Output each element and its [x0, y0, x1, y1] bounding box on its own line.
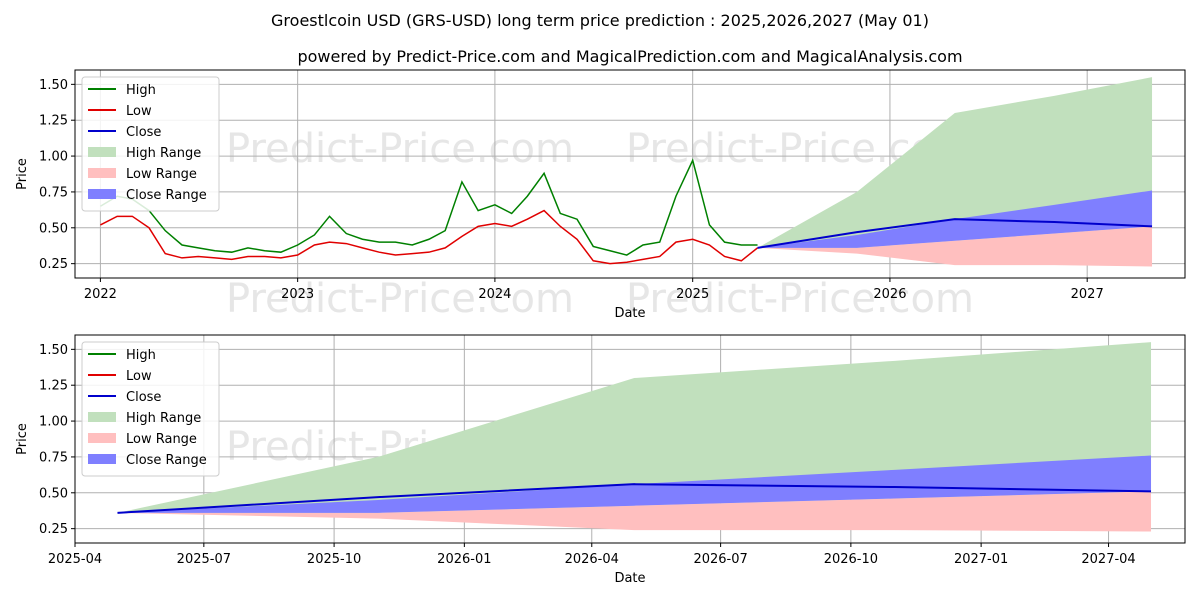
x-tick-label: 2026-04 [565, 552, 619, 567]
bottom-y-axis-label: Price [15, 423, 30, 455]
x-tick-label: 2027 [1071, 287, 1104, 302]
watermark: Predict-Price.com [626, 276, 974, 322]
legend-label: Low [126, 104, 152, 119]
top-ticks: 0.25 0.50 0.75 1.00 1.25 1.50 2022 2023 2024 2025… [39, 78, 1104, 302]
low-range-band [117, 491, 1152, 532]
top-y-axis-label: Price [15, 158, 30, 190]
legend-label: High Range [126, 411, 201, 426]
legend-label: Close Range [126, 453, 207, 468]
y-tick-label: 0.50 [39, 486, 68, 501]
watermark: Predict-Price.com [226, 276, 574, 322]
legend-label: Low Range [126, 167, 197, 182]
legend-label: High [126, 83, 156, 98]
y-tick-label: 0.75 [39, 185, 68, 200]
legend-label: High Range [126, 146, 201, 161]
legend-label: Close Range [126, 188, 207, 203]
low-series-line [100, 209, 759, 265]
top-x-axis-label: Date [614, 306, 645, 321]
x-tick-label: 2025-07 [177, 552, 231, 567]
bottom-x-axis-label: Date [614, 571, 645, 586]
y-tick-label: 1.00 [39, 150, 68, 165]
x-tick-label: 2025 [676, 287, 709, 302]
chart-title: Groestlcoin USD (GRS-USD) long term pric… [271, 11, 929, 30]
x-tick-label: 2025-04 [48, 552, 102, 567]
chart-subtitle: powered by Predict-Price.com and Magical… [297, 47, 962, 66]
watermark: Predict-Price.com [226, 126, 574, 172]
legend-label: Low [126, 369, 152, 384]
top-panel: Predict-Price.com Predict-Price.com Pred… [15, 69, 1186, 322]
x-tick-label: 2026-07 [693, 552, 747, 567]
top-axes-frame [74, 69, 1186, 279]
y-tick-label: 0.25 [39, 522, 68, 537]
legend-label: Low Range [126, 432, 197, 447]
close-prediction-line [757, 218, 1153, 249]
legend-patch-swatch [88, 454, 116, 464]
legend-box [81, 76, 220, 212]
x-tick-label: 2027-04 [1081, 552, 1135, 567]
low-range-band [757, 226, 1153, 267]
legend-patch-swatch [88, 189, 116, 199]
legend-patch-swatch [88, 412, 116, 422]
x-tick-label: 2026-10 [824, 552, 878, 567]
top-watermarks: Predict-Price.com Predict-Price.com Pred… [226, 126, 974, 322]
y-tick-label: 1.25 [39, 379, 68, 394]
y-tick-label: 1.25 [39, 114, 68, 129]
y-tick-label: 1.50 [39, 78, 68, 93]
x-tick-label: 2026 [873, 287, 906, 302]
legend-label: Close [126, 125, 161, 140]
legend-patch-swatch [88, 147, 116, 157]
x-tick-label: 2023 [281, 287, 314, 302]
bottom-panel: Predict-Price.com Predict-Price.com 0.25… [15, 334, 1186, 586]
close-prediction-line [117, 483, 1152, 514]
bottom-series [117, 342, 1152, 532]
y-tick-label: 1.00 [39, 415, 68, 430]
top-series [100, 77, 1153, 267]
x-tick-label: 2025-10 [307, 552, 361, 567]
legend-label: Close [126, 390, 161, 405]
bottom-axes-frame [74, 334, 1186, 544]
x-tick-label: 2026-01 [437, 552, 491, 567]
y-tick-label: 0.50 [39, 221, 68, 236]
x-tick-label: 2024 [478, 287, 511, 302]
y-tick-label: 0.25 [39, 257, 68, 272]
legend-patch-swatch [88, 433, 116, 443]
bottom-ticks: 0.25 0.50 0.75 1.00 1.25 1.50 2025-04 2025-07 20… [39, 343, 1136, 567]
legend-label: High [126, 348, 156, 363]
high-series-line [100, 158, 758, 256]
x-tick-label: 2027-01 [954, 552, 1008, 567]
y-tick-label: 1.50 [39, 343, 68, 358]
top-legend: High Low Close High Range Low Range Close Ran… [81, 76, 220, 212]
x-tick-label: 2022 [84, 287, 117, 302]
legend-box [81, 341, 220, 477]
legend-patch-swatch [88, 168, 116, 178]
y-tick-label: 0.75 [39, 450, 68, 465]
bottom-legend: High Low Close High Range Low Range Close Ran… [81, 341, 220, 477]
